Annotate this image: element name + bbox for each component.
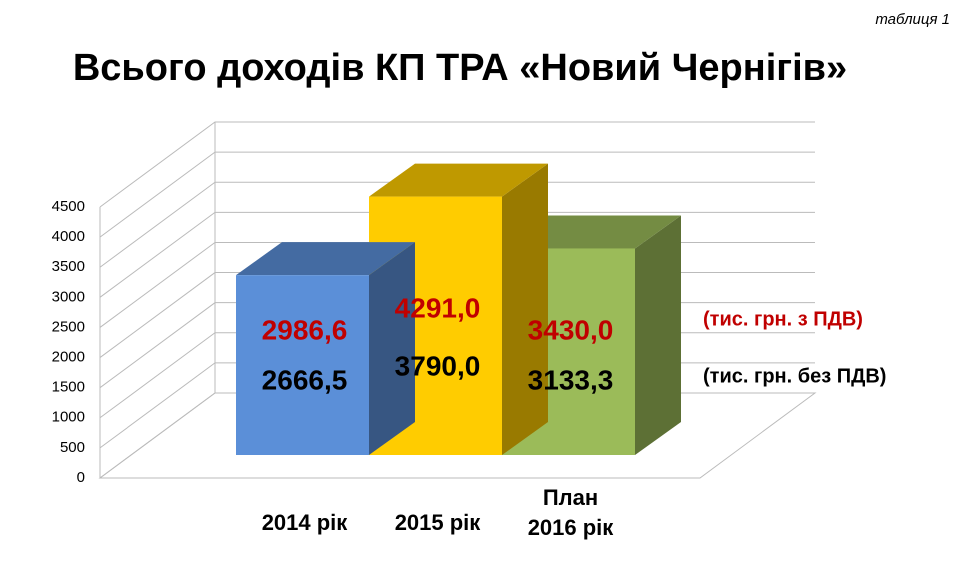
bar-top [236,242,415,276]
value-label: 3430,0 [528,314,614,345]
annotation: таблиця 1 [875,11,950,28]
legend-label: (тис. грн. без ПДВ) [703,365,886,387]
y-tick-label: 2000 [52,349,85,366]
x-tick-label: 2014 рік [261,510,348,535]
value-label: 2666,5 [262,364,348,395]
y-tick-label: 3000 [52,288,85,305]
y-tick-label: 1000 [52,409,85,426]
legend-label: (тис. грн. з ПДВ) [703,308,863,330]
y-tick-label: 2500 [52,318,85,335]
y-tick-label: 500 [60,439,85,456]
value-label: 2986,6 [262,314,348,345]
bar-top [369,163,548,197]
y-tick-label: 4500 [52,198,85,215]
y-tick-label: 0 [77,469,85,486]
x-tick-label: План 2016 рік [527,485,614,540]
bar-side [369,242,415,455]
bar-side [635,215,681,455]
bar-side [502,163,548,456]
value-label: 3133,3 [528,364,614,395]
chart-title: Всього доходів КП ТРА «Новий Чернігів» [73,47,847,89]
grid-line [99,181,815,268]
grid-line [99,211,815,298]
y-tick-label: 3500 [52,258,85,275]
x-tick-label: 2015 рік [394,510,481,535]
bar [236,275,369,455]
value-label: 3790,0 [395,350,481,381]
value-label: 4291,0 [395,292,481,323]
y-tick-label: 4000 [52,228,85,245]
grid-line [99,151,815,238]
grid-line [99,121,815,208]
y-tick-label: 1500 [52,379,85,396]
